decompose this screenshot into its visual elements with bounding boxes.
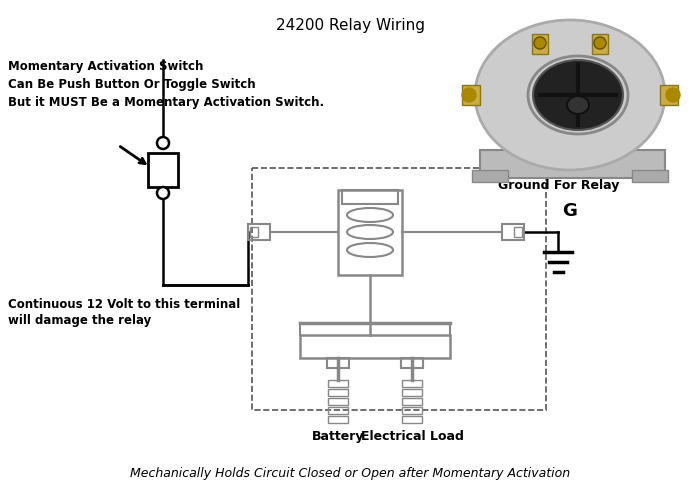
Bar xyxy=(248,224,270,240)
Text: will damage the relay: will damage the relay xyxy=(8,314,151,327)
Bar xyxy=(402,407,422,414)
Bar xyxy=(328,380,348,387)
Text: G: G xyxy=(562,202,577,220)
Bar xyxy=(327,358,349,368)
Text: Continuous 12 Volt to this terminal: Continuous 12 Volt to this terminal xyxy=(8,298,240,311)
Text: Momentary Activation Switch: Momentary Activation Switch xyxy=(8,60,204,73)
Circle shape xyxy=(594,37,606,49)
Bar xyxy=(338,190,402,275)
Bar xyxy=(472,170,508,182)
Circle shape xyxy=(157,137,169,149)
Bar xyxy=(300,335,450,358)
Bar xyxy=(462,85,480,105)
Ellipse shape xyxy=(475,20,665,170)
Bar xyxy=(402,416,422,423)
Circle shape xyxy=(666,88,680,102)
Bar xyxy=(402,398,422,405)
Bar xyxy=(342,190,398,204)
Bar xyxy=(401,358,423,368)
Bar xyxy=(592,34,608,54)
Text: But it MUST Be a Momentary Activation Switch.: But it MUST Be a Momentary Activation Sw… xyxy=(8,96,324,109)
Bar xyxy=(660,85,678,105)
FancyBboxPatch shape xyxy=(480,150,665,178)
Bar xyxy=(252,168,546,410)
Ellipse shape xyxy=(533,60,623,130)
Bar xyxy=(514,227,522,237)
Bar xyxy=(402,380,422,387)
Text: Can Be Push Button Or Toggle Switch: Can Be Push Button Or Toggle Switch xyxy=(8,78,255,91)
Circle shape xyxy=(462,88,476,102)
Text: Electrical Load: Electrical Load xyxy=(360,430,463,443)
Bar xyxy=(328,407,348,414)
Ellipse shape xyxy=(567,96,589,114)
Circle shape xyxy=(534,37,546,49)
Text: Ground For Relay: Ground For Relay xyxy=(498,179,620,192)
Text: Mechanically Holds Circuit Closed or Open after Momentary Activation: Mechanically Holds Circuit Closed or Ope… xyxy=(130,467,570,480)
Bar xyxy=(328,416,348,423)
Bar xyxy=(402,389,422,396)
Bar xyxy=(532,34,548,54)
Bar xyxy=(148,153,178,187)
Bar xyxy=(632,170,668,182)
Bar xyxy=(250,227,258,237)
Text: Battery: Battery xyxy=(312,430,364,443)
Text: 24200 Relay Wiring: 24200 Relay Wiring xyxy=(276,18,424,33)
Circle shape xyxy=(157,187,169,199)
Bar xyxy=(502,224,524,240)
Bar xyxy=(328,398,348,405)
Bar xyxy=(328,389,348,396)
